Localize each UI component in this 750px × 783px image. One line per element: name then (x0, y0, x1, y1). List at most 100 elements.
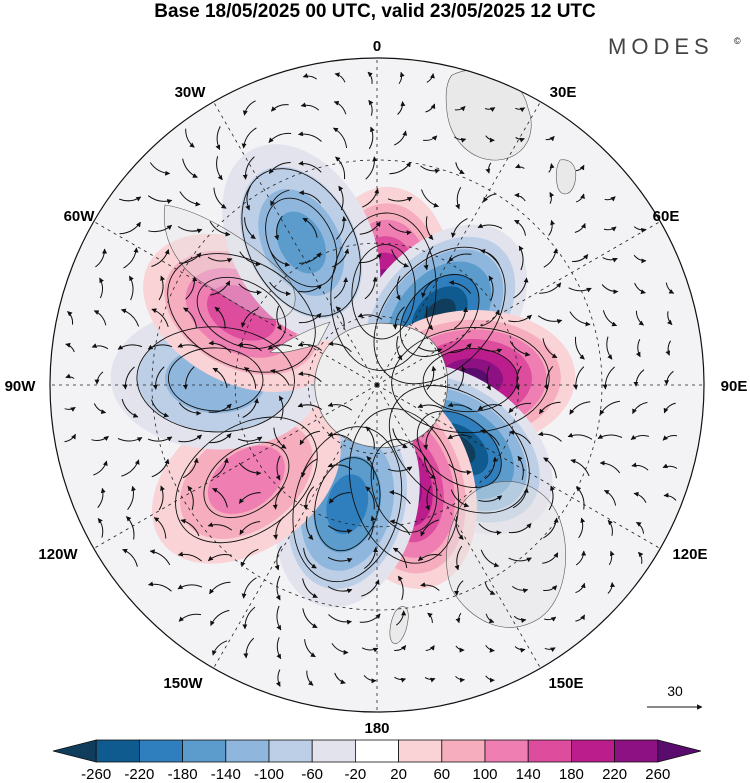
wind-arrow (389, 161, 412, 175)
wind-arrow (182, 158, 198, 178)
wind-arrow (477, 223, 503, 229)
wind-arrow (209, 221, 231, 237)
wind-arrow (274, 215, 283, 241)
wind-arrow (241, 577, 257, 599)
wind-arrow (484, 107, 496, 113)
wind-arrow (298, 190, 322, 204)
wind-arrow (298, 371, 322, 383)
wind-arrow (237, 341, 262, 352)
colorbar-tick-label: -100 (254, 766, 284, 783)
wind-arrow (395, 275, 401, 301)
meridian-line (376, 101, 541, 386)
wind-arrow (241, 127, 257, 149)
wind-arrow (454, 545, 463, 571)
meridian-line (93, 221, 378, 386)
wind-arrow (448, 280, 472, 294)
colorbar-swatch (614, 739, 659, 763)
wind-arrow (477, 346, 503, 354)
wind-arrow (394, 130, 408, 146)
wind-arrow (543, 248, 559, 268)
wind-arrow (151, 249, 170, 267)
contour-line (422, 348, 519, 413)
wind-arrow (667, 311, 673, 326)
wind-arrow (178, 613, 202, 622)
wind-arrow (453, 136, 467, 143)
wind-arrow (122, 548, 138, 567)
wind-arrow (358, 253, 382, 264)
wind-arrow (278, 395, 284, 421)
wind-arrow (485, 613, 495, 624)
wind-arrow (630, 434, 650, 441)
colorbar-swatch (95, 739, 140, 763)
wind-arrow (515, 107, 526, 113)
wind-arrow (99, 277, 104, 299)
wind-arrow (423, 426, 435, 450)
colorbar-swatch (225, 739, 270, 763)
wind-arrow (121, 459, 140, 477)
wind-arrow (396, 335, 403, 361)
wind-arrow (183, 307, 197, 329)
wind-arrow (448, 343, 472, 354)
wind-arrow (91, 435, 109, 442)
wind-arrow (275, 455, 281, 481)
contour-set (330, 212, 437, 371)
contour-line (330, 212, 437, 371)
colorbar: -260 -220 -180 -140 -100 -60 -20 20 60 100 140 180 2… (52, 739, 702, 783)
wind-arrow (97, 518, 104, 538)
wind-arrow (392, 547, 408, 568)
contour-set (175, 416, 318, 544)
wind-arrow (158, 485, 165, 511)
wind-arrow (327, 462, 353, 470)
wind-arrow (478, 523, 502, 536)
wind-arrow (269, 250, 291, 267)
wind-arrow (542, 552, 559, 564)
wind-arrow (568, 287, 592, 293)
wind-arrow (538, 401, 561, 415)
wind-arrow (365, 426, 375, 450)
wind-arrow (633, 226, 647, 233)
wind-arrow (455, 162, 465, 175)
wind-arrow (327, 402, 353, 411)
wind-arrow (214, 306, 226, 329)
wind-arrow (274, 545, 283, 571)
wind-arrow (575, 582, 586, 594)
wind-arrow (238, 462, 262, 476)
wind-arrow (454, 105, 466, 112)
wind-arrow (65, 373, 75, 379)
wind-arrow (365, 486, 375, 510)
modes-logo: MODES (608, 34, 714, 59)
colorbar-swatch (138, 739, 183, 763)
wind-arrow (335, 216, 347, 240)
colorbar-tick-label: -180 (168, 766, 198, 783)
map-disc (50, 58, 704, 712)
wind-arrow (215, 126, 221, 151)
wind-arrow (209, 581, 231, 595)
wind-arrow (543, 457, 557, 479)
colorbar-swatch (182, 739, 227, 763)
wind-arrow (574, 336, 585, 360)
wind-arrow (239, 521, 261, 535)
wind-arrow (243, 366, 257, 389)
wind-arrow (392, 428, 408, 449)
colorbar-tick-label: 180 (559, 766, 584, 783)
meridian-line (376, 384, 661, 549)
contour-line (196, 276, 287, 349)
wind-arrow (426, 365, 437, 390)
longitude-label: 30W (175, 84, 207, 101)
wind-arrow (242, 398, 259, 418)
contour-set (391, 327, 550, 434)
wind-arrow (512, 487, 529, 509)
wind-arrow (569, 401, 591, 415)
wind-arrow (93, 310, 107, 326)
wind-arrow (397, 575, 404, 601)
wind-arrow (421, 278, 438, 298)
wind-arrow (420, 582, 440, 591)
colorbar-tick-label: 60 (433, 766, 450, 783)
wind-arrow (121, 398, 139, 418)
wind-arrow (333, 277, 349, 299)
wind-vectors (64, 71, 678, 687)
wind-arrow (242, 156, 255, 180)
wind-arrow (328, 341, 352, 353)
wind-arrow (366, 456, 375, 480)
wind-arrow (331, 643, 349, 655)
